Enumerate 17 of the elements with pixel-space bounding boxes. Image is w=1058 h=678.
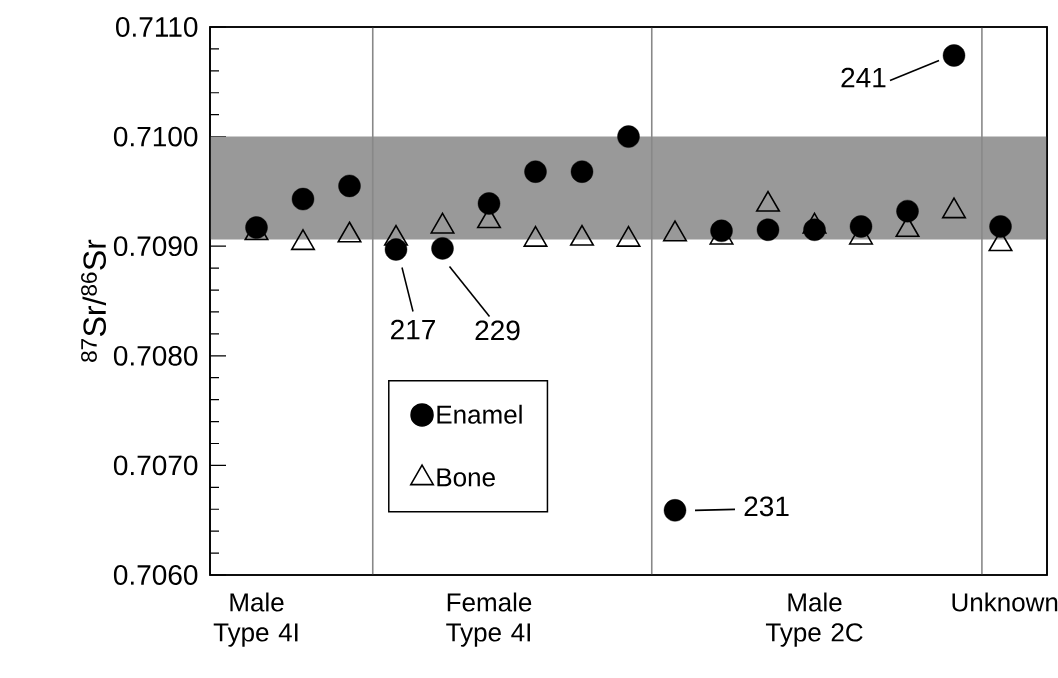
y-tick-label: 0.7070 (113, 455, 198, 476)
y-tick-label: 0.7100 (113, 126, 198, 147)
annotation: 217 (391, 319, 435, 340)
y-tick-label: 0.7060 (113, 565, 198, 585)
legend-label: Bone (437, 468, 495, 487)
x-tick-label: Male Type 2C (765, 592, 863, 647)
annotation: 229 (475, 320, 520, 341)
y-axis-title: $^{87}$Sr/$^{86}$Sr (81, 239, 106, 362)
x-tick-label: Male Type 4I (213, 592, 298, 647)
annotation: 241 (841, 67, 886, 88)
y-tick-label: 0.7080 (113, 345, 198, 366)
y-tick-label: 0.7090 (113, 236, 198, 257)
x-tick-label: Unknown (952, 592, 1058, 612)
legend-label: Enamel (437, 404, 522, 424)
y-tick-label: 0.7110 (116, 17, 198, 37)
annotation: 231 (744, 496, 789, 517)
x-tick-label: Female Type 4I (446, 592, 532, 647)
